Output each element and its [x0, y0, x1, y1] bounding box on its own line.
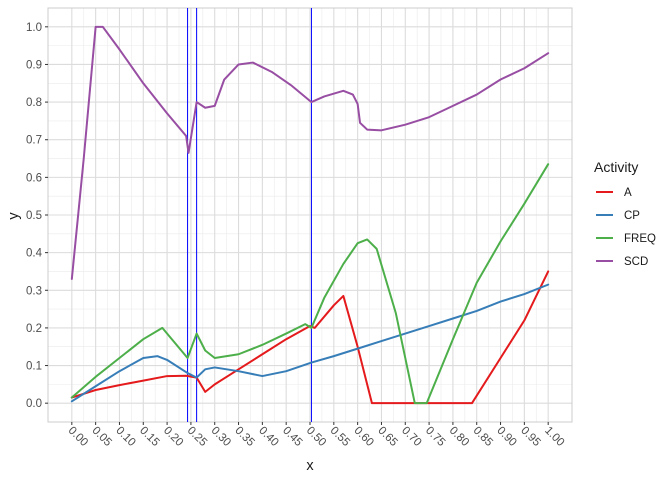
y-tick-label: 0.6 [26, 172, 42, 184]
x-tick-label: 0.50 [304, 425, 328, 449]
legend-label-freq: FREQ [624, 233, 656, 245]
x-tick-label: 0.30 [209, 425, 233, 449]
x-tick-label: 0.85 [471, 425, 495, 449]
x-tick-label: 0.45 [280, 425, 304, 449]
y-tick-label: 0.8 [26, 97, 42, 109]
x-tick-label: 1.00 [542, 425, 566, 449]
x-tick-label: 0.00 [66, 425, 90, 449]
x-tick-label: 0.05 [89, 425, 113, 449]
legend-label-scd: SCD [624, 256, 648, 268]
series-line-scd [70, 25, 550, 280]
x-axis-title: x [306, 458, 314, 474]
x-tick-label: 0.40 [256, 425, 280, 449]
y-tick-label: 0.9 [26, 59, 42, 71]
x-tick-label: 0.25 [185, 425, 209, 449]
x-tick-label: 0.70 [399, 425, 423, 449]
y-tick-label: 0.7 [26, 135, 42, 147]
x-tick-label: 0.65 [375, 425, 399, 449]
x-tick-label: 0.80 [447, 425, 471, 449]
y-tick-label: 0.0 [26, 398, 42, 410]
x-tick-label: 0.60 [351, 425, 375, 449]
y-tick-label: 0.1 [26, 361, 42, 373]
y-tick-label: 0.4 [26, 248, 43, 260]
x-tick-label: 0.35 [232, 425, 256, 449]
x-tick-label: 0.20 [161, 425, 185, 449]
legend-label-a: A [624, 187, 632, 199]
y-tick-label: 0.2 [26, 323, 42, 335]
series-line-cp [70, 283, 550, 403]
legend: Activity A CP FREQ SCD [594, 159, 656, 268]
x-axis-ticks: 0.00 0.05 0.10 0.15 0.20 0.25 0.30 0.35 0.40 0.45… [66, 422, 566, 449]
series-lines [70, 25, 550, 405]
x-tick-label: 0.10 [113, 425, 137, 449]
x-tick-label: 0.95 [518, 425, 542, 449]
y-tick-label: 0.3 [26, 285, 42, 297]
grid-lines [47, 7, 573, 423]
x-tick-label: 0.15 [137, 425, 161, 449]
legend-label-cp: CP [624, 210, 640, 222]
x-tick-label: 0.75 [423, 425, 447, 449]
y-axis-title: y [6, 212, 22, 220]
series-line-freq [70, 163, 550, 405]
x-tick-label: 0.90 [494, 425, 518, 449]
y-tick-label: 1.0 [26, 22, 42, 34]
legend-title: Activity [594, 159, 638, 175]
reference-lines [187, 8, 312, 422]
y-tick-label: 0.5 [26, 210, 42, 222]
x-tick-label: 0.55 [328, 425, 352, 449]
y-axis-ticks: 0.0 0.1 0.2 0.3 0.4 0.5 0.6 0.7 0.8 0.9 1.0 [26, 22, 48, 410]
